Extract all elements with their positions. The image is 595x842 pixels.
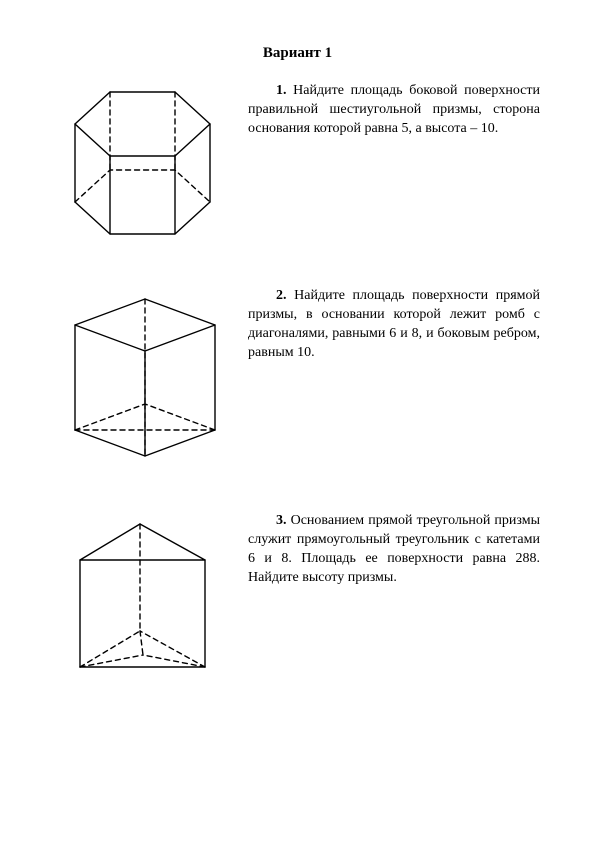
problem-1: 1. Найдите площадь боковой поверхности п… [55, 82, 540, 247]
page-title: Вариант 1 [55, 45, 540, 62]
problem-2: 2. Найдите площадь поверхности прямой пр… [55, 287, 540, 472]
problem-3-num: 3. [276, 513, 287, 528]
problem-2-text: 2. Найдите площадь поверхности прямой пр… [230, 287, 540, 363]
figure-tri-prism [55, 512, 230, 697]
problem-3: 3. Основанием прямой треугольной призмы … [55, 512, 540, 697]
figure-rhombic-prism [55, 287, 230, 472]
problem-1-text: 1. Найдите площадь боковой поверхности п… [230, 82, 540, 139]
problem-3-body: Основанием прямой треугольной призмы слу… [248, 513, 540, 585]
figure-hex-prism [55, 82, 230, 247]
problem-2-body: Найдите площадь поверхности прямой призм… [248, 288, 540, 360]
problem-1-num: 1. [276, 83, 287, 98]
problem-2-num: 2. [276, 288, 287, 303]
problem-1-body: Найдите площадь боковой поверхности прав… [248, 83, 540, 136]
problem-3-text: 3. Основанием прямой треугольной призмы … [230, 512, 540, 588]
